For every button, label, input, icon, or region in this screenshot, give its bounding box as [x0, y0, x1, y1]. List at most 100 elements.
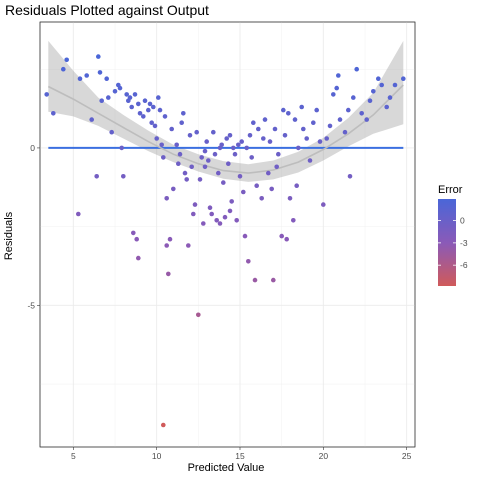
data-point — [169, 126, 174, 132]
y-tick-label: -5 — [27, 300, 35, 310]
data-point — [314, 107, 320, 113]
data-point — [279, 233, 285, 239]
legend-tick-label: -3 — [460, 238, 468, 248]
data-point — [161, 155, 166, 160]
data-point — [327, 123, 333, 129]
x-tick-label: 10 — [152, 451, 162, 461]
data-point — [207, 205, 213, 210]
data-point — [259, 196, 265, 201]
data-point — [401, 76, 406, 81]
data-point — [241, 189, 246, 195]
data-point — [301, 126, 306, 132]
data-point — [64, 57, 69, 63]
data-point — [167, 236, 173, 242]
data-point — [334, 85, 340, 91]
data-point — [281, 107, 286, 113]
data-point — [324, 136, 330, 141]
data-point — [272, 126, 278, 132]
data-point — [244, 145, 249, 151]
data-point — [304, 136, 310, 141]
data-point — [201, 221, 206, 226]
x-axis-ticks: 5 10 15 20 25 — [71, 447, 412, 461]
data-point — [206, 158, 211, 163]
x-axis-title: Predicted Value — [188, 462, 265, 474]
data-point — [347, 174, 353, 179]
data-points — [44, 54, 406, 428]
data-point — [214, 218, 219, 223]
data-point — [61, 66, 66, 72]
data-point — [106, 95, 111, 100]
data-point — [232, 151, 238, 157]
data-point — [151, 104, 156, 110]
data-point — [161, 422, 166, 428]
data-point — [292, 117, 298, 122]
data-point — [229, 199, 234, 204]
data-point — [336, 73, 341, 78]
data-point — [262, 117, 268, 122]
data-point — [254, 183, 259, 188]
x-tick-label: 25 — [402, 451, 412, 461]
data-point — [44, 92, 49, 97]
data-point — [196, 312, 201, 318]
data-point — [291, 218, 296, 223]
data-point — [137, 111, 143, 116]
data-point — [299, 104, 305, 110]
data-point — [261, 136, 266, 141]
data-point — [294, 183, 300, 188]
data-point — [321, 202, 326, 207]
data-point — [276, 151, 281, 157]
data-point — [202, 148, 208, 154]
data-point — [164, 243, 169, 248]
data-point — [192, 202, 198, 207]
data-point — [364, 117, 370, 122]
data-point — [89, 117, 94, 122]
legend-tick-label: 0 — [460, 216, 465, 226]
data-point — [136, 255, 141, 261]
data-point — [142, 98, 148, 103]
data-point — [152, 123, 158, 129]
data-point — [267, 139, 273, 144]
data-point — [162, 114, 168, 119]
data-point — [209, 211, 214, 217]
data-point — [211, 129, 216, 135]
data-point — [237, 174, 243, 179]
data-point — [269, 186, 275, 192]
legend-color-bar — [438, 199, 456, 286]
data-point — [359, 111, 365, 116]
data-point — [331, 92, 336, 97]
data-point — [184, 177, 189, 182]
data-point — [171, 186, 176, 192]
data-point — [307, 158, 313, 163]
legend-title: Error — [438, 184, 463, 196]
data-point — [51, 111, 56, 116]
data-point — [221, 180, 226, 185]
data-point — [234, 218, 239, 223]
legend-ticks: 0 -3 -6 — [438, 216, 468, 270]
data-point — [354, 66, 360, 72]
data-point — [157, 107, 163, 113]
data-point — [189, 164, 194, 170]
data-point — [132, 92, 138, 97]
data-point — [271, 277, 276, 283]
data-point — [182, 170, 188, 176]
data-point — [124, 92, 129, 97]
data-point — [266, 170, 271, 176]
smooth-trend-line — [47, 84, 404, 174]
data-point — [284, 236, 290, 242]
data-point — [147, 101, 153, 107]
chart-title: Residuals Plotted against Output — [5, 2, 209, 18]
data-point — [224, 136, 229, 141]
data-point — [112, 89, 118, 94]
data-point — [249, 155, 254, 160]
data-point — [127, 95, 133, 100]
data-point — [222, 214, 228, 220]
data-point — [186, 243, 191, 248]
data-point — [274, 164, 280, 170]
x-tick-label: 5 — [71, 451, 76, 461]
data-point — [239, 139, 244, 144]
data-point — [346, 107, 351, 113]
x-tick-label: 15 — [235, 451, 245, 461]
data-point — [255, 126, 261, 132]
data-point — [154, 136, 159, 141]
